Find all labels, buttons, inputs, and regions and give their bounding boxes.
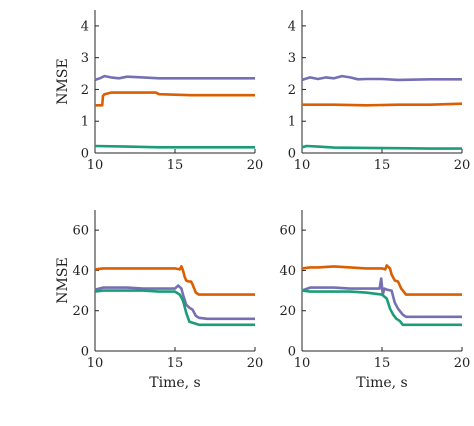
x-tick-label: 10: [294, 356, 311, 371]
x-tick-label: 15: [374, 158, 391, 173]
series-line-1: [301, 74, 462, 82]
x-tick-label: 15: [374, 356, 391, 371]
x-tick-label: 15: [167, 158, 184, 173]
x-tick-label: 20: [247, 356, 264, 371]
y-tick-label: 40: [72, 264, 89, 279]
series-line-2: [94, 144, 255, 149]
series-line-1: [301, 277, 462, 319]
panel-top-right: 10 15 20 0 1 2 3 4: [288, 10, 471, 173]
y-tick-label: 2: [288, 83, 296, 98]
series-line-0: [95, 91, 255, 107]
y-tick-label: 2: [81, 83, 89, 98]
y-tick-label: 3: [81, 51, 89, 66]
series-line-2: [94, 289, 255, 327]
series-line-1: [94, 74, 255, 82]
x-tick-label: 15: [167, 356, 184, 371]
y-tick-label: 60: [72, 224, 89, 239]
series-line-1: [94, 284, 255, 321]
x-tick-label: 10: [87, 158, 104, 173]
series-line-2: [301, 289, 462, 327]
series-line-0: [302, 102, 463, 107]
x-axis-title: Time, s: [149, 375, 200, 391]
y-tick-label: 4: [81, 19, 89, 34]
x-axis-title: Time, s: [356, 375, 407, 391]
series-line-0: [94, 265, 255, 296]
y-tick-label: 40: [279, 264, 296, 279]
y-tick-label: 20: [279, 304, 296, 319]
x-tick-label: 10: [87, 356, 104, 371]
x-tick-label: 20: [454, 158, 471, 173]
y-tick-label: 0: [288, 147, 296, 162]
y-tick-label: 1: [81, 115, 89, 130]
panel-top-left: 10 15 20 0 1 2 3 4 NMSE: [55, 10, 263, 173]
y-tick-label: 1: [288, 115, 296, 130]
panel-bottom-right: 10 15 20 0 20 40 60 Time, s: [279, 210, 470, 391]
y-tick-label: 20: [72, 304, 89, 319]
y-tick-label: 4: [288, 19, 296, 34]
x-tick-label: 20: [247, 158, 264, 173]
y-axis-title: NMSE: [55, 58, 71, 104]
series-line-0: [301, 264, 462, 296]
y-tick-label: 0: [81, 147, 89, 162]
y-tick-label: 60: [279, 224, 296, 239]
y-tick-label: 3: [288, 51, 296, 66]
x-tick-label: 20: [454, 356, 471, 371]
series-line-2: [301, 144, 462, 150]
panel-bottom-left: 10 15 20 0 20 40 60 NMSE Time, s: [55, 210, 263, 391]
x-tick-label: 10: [294, 158, 311, 173]
y-tick-label: 0: [288, 345, 296, 360]
y-axis-title: NMSE: [55, 257, 71, 303]
y-tick-label: 0: [81, 345, 89, 360]
